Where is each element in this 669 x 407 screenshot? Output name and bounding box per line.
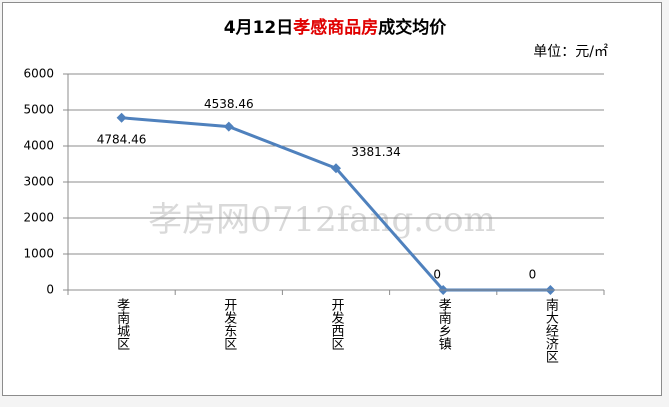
x-tick-label: 孝南乡镇 xyxy=(436,298,452,350)
data-label: 3381.34 xyxy=(351,145,401,159)
marker xyxy=(116,112,127,123)
y-tick-label: 1000 xyxy=(23,247,54,261)
chart-area xyxy=(2,2,662,396)
y-tick-label: 3000 xyxy=(23,175,54,189)
y-tick-label: 6000 xyxy=(23,67,54,81)
x-tick-label: 开发东区 xyxy=(221,298,237,350)
title-part: 成交均价 xyxy=(378,17,447,38)
title-part: 孝感商品房 xyxy=(293,17,378,38)
y-tick-label: 4000 xyxy=(23,139,54,153)
x-tick-label: 开发西区 xyxy=(329,298,345,350)
data-label: 4784.46 xyxy=(97,132,147,146)
unit-label: 单位：元/㎡ xyxy=(533,44,608,60)
title-part: 4月12日 xyxy=(224,18,294,38)
x-tick-label: 孝南城区 xyxy=(114,298,130,350)
x-tick-label: 南大经济区 xyxy=(543,297,559,363)
marker xyxy=(331,163,341,174)
watermark: 孝房网0712fang.com xyxy=(148,200,496,240)
y-tick-label: 2000 xyxy=(23,211,54,225)
data-label: 0 xyxy=(529,268,537,282)
y-tick-label: 5000 xyxy=(23,103,54,117)
chart-title: 4月12日孝感商品房成交均价 xyxy=(224,17,447,38)
marker xyxy=(223,121,234,132)
data-label: 0 xyxy=(433,268,441,282)
data-label: 4538.46 xyxy=(204,97,254,111)
y-tick-label: 0 xyxy=(46,283,54,297)
